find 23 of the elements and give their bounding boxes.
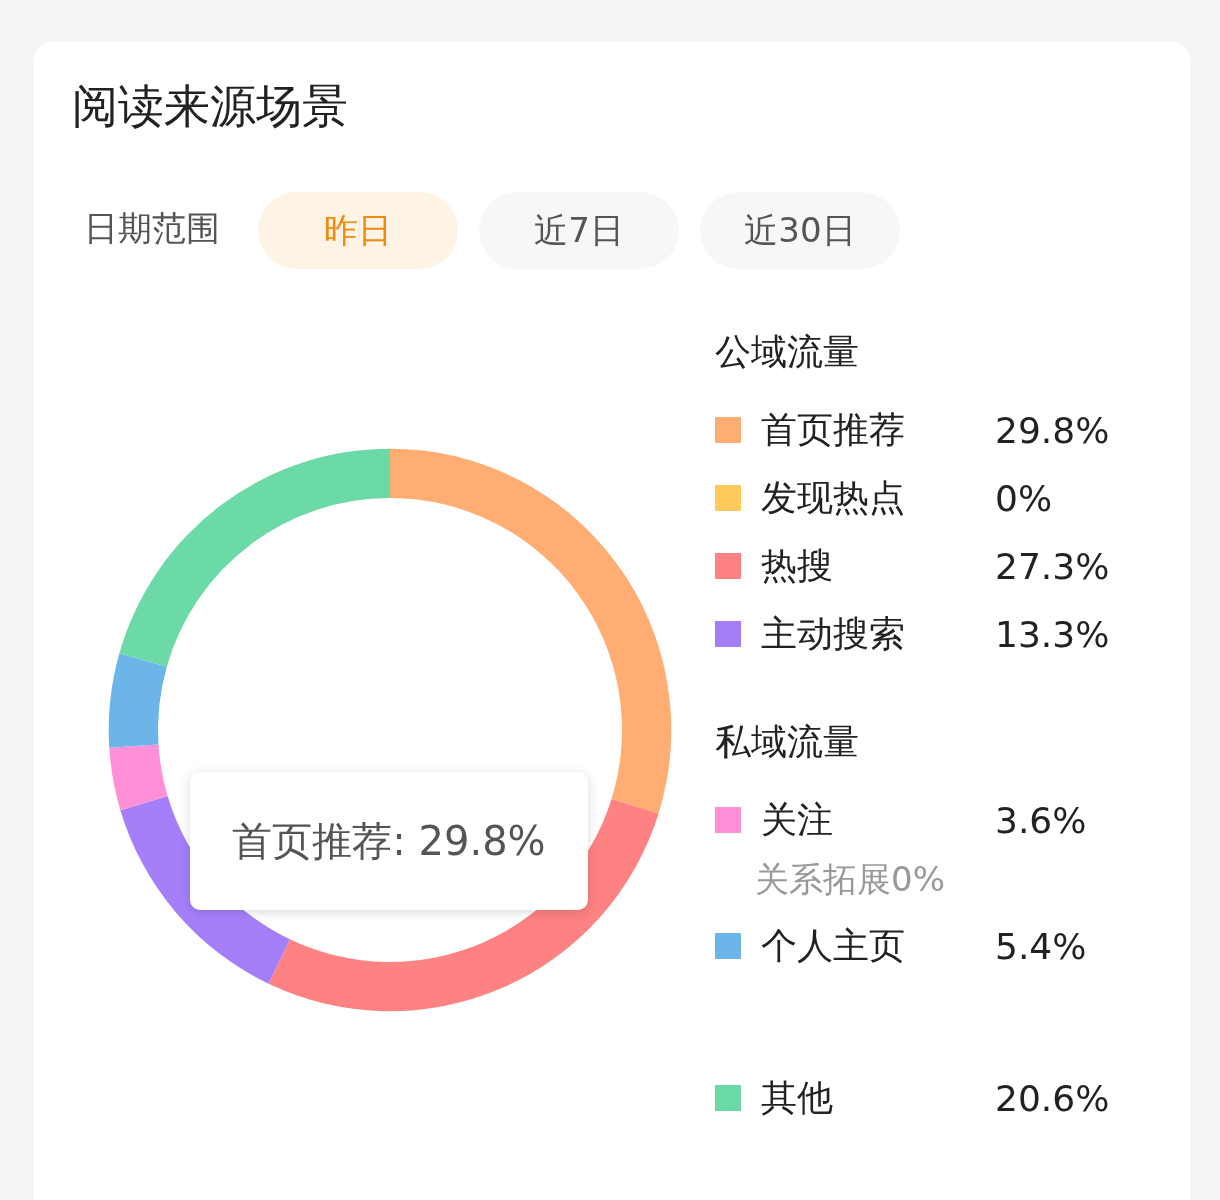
data-label: 27.3% <box>995 545 1110 587</box>
text: 近7日 <box>479 192 679 269</box>
text: 近30日 <box>700 192 900 269</box>
legend-label: 首页推荐 <box>761 407 906 452</box>
text: 公域流量 <box>715 330 860 374</box>
text: 私域流量 <box>715 720 860 764</box>
chart-title: 阅读来源场景 <box>72 78 348 135</box>
data-label: 29.8% <box>995 409 1110 451</box>
data-label: 13.3% <box>995 613 1110 655</box>
legend-label: 关注 <box>761 797 834 842</box>
legend-label: 发现热点 <box>761 475 906 520</box>
legend-label: 热搜 <box>761 543 834 588</box>
text: 0% <box>995 477 1053 519</box>
text: 昨日 <box>258 192 458 269</box>
text: 日期范围 <box>84 207 220 250</box>
data-label: 3.6% <box>995 799 1087 841</box>
text: 首页推荐: 29.8% <box>190 772 588 910</box>
legend-label: 个人主页 <box>761 923 906 968</box>
data-label: 20.6% <box>995 1077 1110 1119</box>
legend-label: 其他 <box>761 1075 834 1120</box>
data-label: 5.4% <box>995 925 1087 967</box>
legend-label: 主动搜索 <box>761 611 906 656</box>
category-label: 关系拓展0% <box>755 859 945 899</box>
